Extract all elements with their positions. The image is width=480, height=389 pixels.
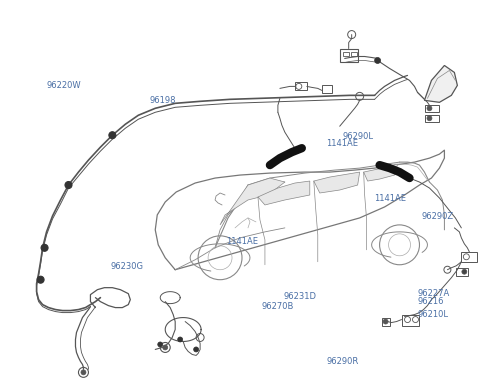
Text: 96231D: 96231D [283, 291, 316, 301]
Bar [425, 115, 439, 122]
Circle shape [158, 342, 163, 347]
Bar [351, 51, 357, 56]
Bar [456, 268, 468, 276]
Circle shape [37, 276, 44, 283]
Circle shape [427, 106, 432, 111]
Circle shape [178, 337, 183, 342]
Text: 1141AE: 1141AE [226, 237, 258, 246]
Circle shape [427, 116, 432, 121]
Polygon shape [220, 178, 285, 225]
Circle shape [462, 269, 467, 274]
Text: 1141AE: 1141AE [326, 139, 358, 148]
Circle shape [109, 132, 116, 139]
Bar [343, 51, 348, 56]
Text: 96220W: 96220W [46, 81, 81, 90]
Polygon shape [258, 181, 310, 205]
Text: 96290Z: 96290Z [422, 212, 454, 221]
Circle shape [163, 345, 168, 350]
Bar [402, 315, 420, 326]
Text: 1141AE: 1141AE [374, 194, 406, 203]
Polygon shape [314, 172, 360, 193]
Bar [295, 82, 307, 90]
Bar [425, 105, 439, 112]
Bar [322, 86, 332, 93]
Text: 96230G: 96230G [111, 262, 144, 271]
Text: 96210L: 96210L [417, 310, 448, 319]
Text: 96216: 96216 [417, 296, 444, 306]
Polygon shape [424, 65, 457, 102]
Text: 96198: 96198 [149, 96, 176, 105]
Circle shape [65, 182, 72, 189]
Text: 96270B: 96270B [262, 302, 294, 312]
Circle shape [193, 347, 199, 352]
Text: 96290R: 96290R [326, 357, 359, 366]
Circle shape [81, 370, 86, 375]
Text: 96227A: 96227A [417, 289, 449, 298]
Bar [340, 49, 358, 63]
Circle shape [383, 319, 388, 324]
Bar [382, 317, 390, 326]
Text: 96290L: 96290L [343, 132, 374, 141]
Polygon shape [364, 164, 397, 181]
Circle shape [41, 244, 48, 251]
Bar [461, 252, 477, 262]
Circle shape [374, 58, 381, 63]
